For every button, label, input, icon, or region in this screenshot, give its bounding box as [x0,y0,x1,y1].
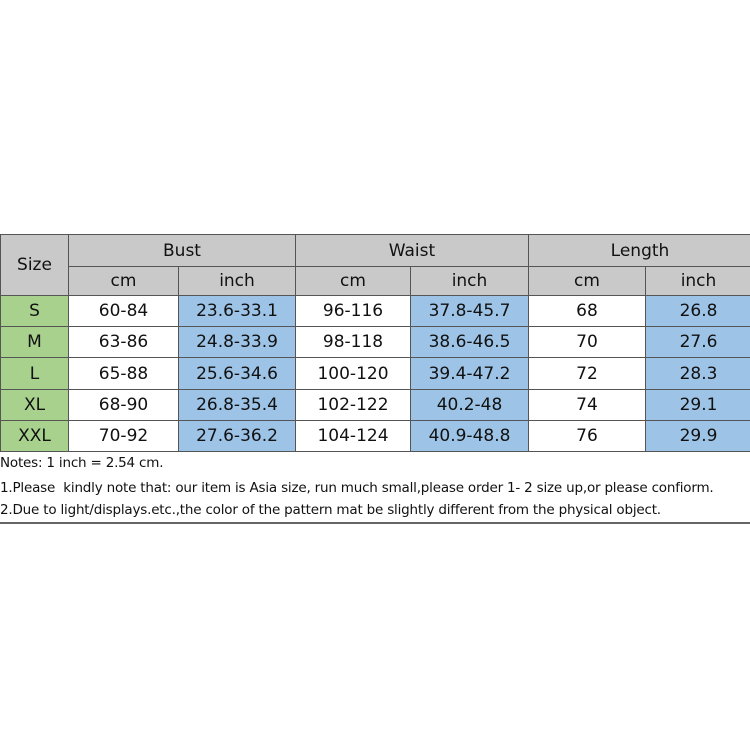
measure-cell: 38.6-46.5 [410,326,529,358]
measure-cell: 102-122 [295,389,411,421]
measure-cell: 37.8-45.7 [410,295,529,327]
measure-cell: 40.2-48 [410,389,529,421]
measure-cell: 25.6-34.6 [178,357,296,390]
group-header: Bust [68,234,296,267]
unit-header: inch [410,266,529,296]
measure-cell: 74 [528,389,646,421]
measure-cell: 27.6 [645,326,750,358]
measure-cell: 68-90 [68,389,179,421]
measure-cell: 26.8 [645,295,750,327]
measure-cell: 98-118 [295,326,411,358]
measure-cell: 72 [528,357,646,390]
measure-cell: 24.8-33.9 [178,326,296,358]
measure-cell: 104-124 [295,420,411,452]
measure-cell: 29.9 [645,420,750,452]
measure-cell: 70-92 [68,420,179,452]
measure-cell: 100-120 [295,357,411,390]
unit-header: inch [178,266,296,296]
measure-cell: 27.6-36.2 [178,420,296,452]
measure-cell: 65-88 [68,357,179,390]
measure-cell: 28.3 [645,357,750,390]
note-line: Notes: 1 inch = 2.54 cm. [0,455,164,471]
measure-cell: 76 [528,420,646,452]
group-header: Length [528,234,750,267]
size-label: S [0,295,69,327]
unit-header: cm [528,266,646,296]
note-line: 1.Please kindly note that: our item is A… [0,480,714,496]
note-line: 2.Due to light/displays.etc.,the color o… [0,502,661,518]
measure-cell: 23.6-33.1 [178,295,296,327]
size-label: XL [0,389,69,421]
size-label: L [0,357,69,390]
bottom-rule [0,522,750,524]
measure-cell: 40.9-48.8 [410,420,529,452]
measure-cell: 96-116 [295,295,411,327]
measure-cell: 26.8-35.4 [178,389,296,421]
group-header: Waist [295,234,529,267]
measure-cell: 63-86 [68,326,179,358]
unit-header: cm [68,266,179,296]
measure-cell: 29.1 [645,389,750,421]
measure-cell: 39.4-47.2 [410,357,529,390]
size-label: XXL [0,420,69,452]
size-label: M [0,326,69,358]
measure-cell: 70 [528,326,646,358]
measure-cell: 68 [528,295,646,327]
measure-cell: 60-84 [68,295,179,327]
size-header: Size [0,234,69,296]
unit-header: inch [645,266,750,296]
unit-header: cm [295,266,411,296]
